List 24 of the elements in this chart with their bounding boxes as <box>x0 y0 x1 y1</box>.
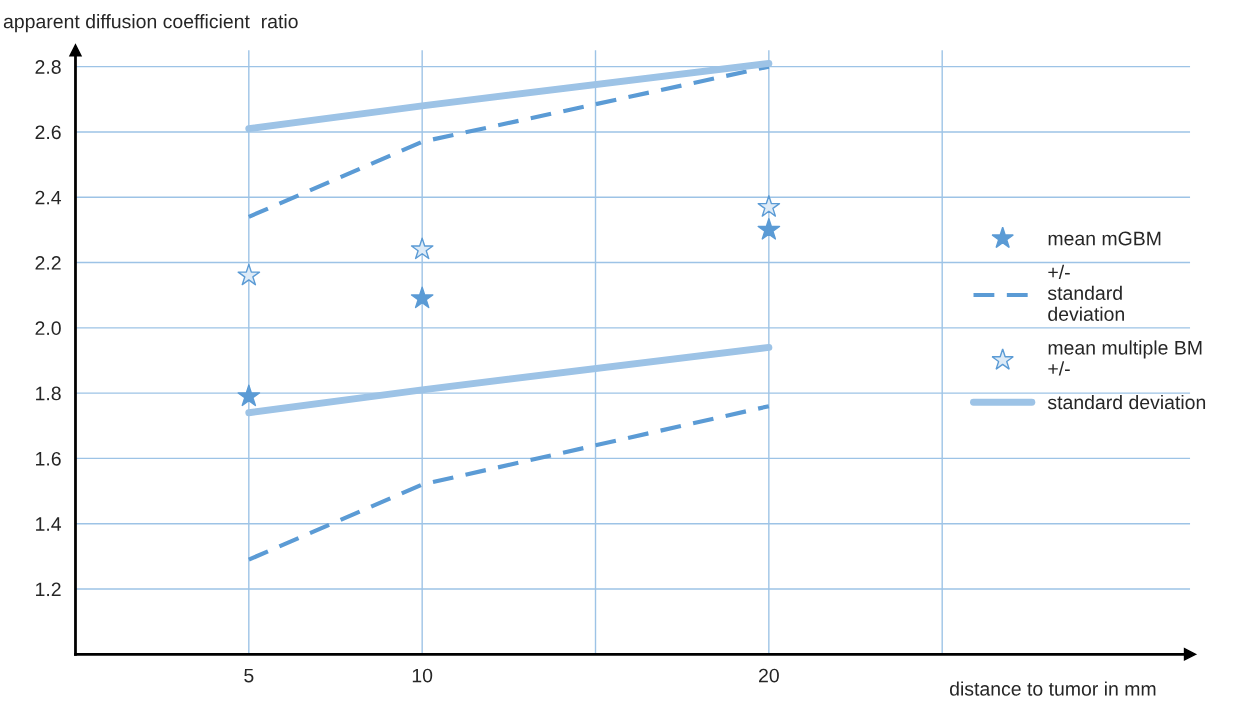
y-tick-label: 1.2 <box>36 582 61 597</box>
y-tick-label: 2.8 <box>35 60 61 74</box>
x-axis-title: distance to tumor in mm <box>949 681 1156 696</box>
point <box>410 237 434 260</box>
point <box>757 195 781 217</box>
point <box>237 384 261 407</box>
y-tick-label: 2.0 <box>35 321 61 336</box>
y-tick-label: 1.4 <box>36 517 62 531</box>
y-tick-label: 2.4 <box>35 190 62 205</box>
point <box>237 263 261 286</box>
y-tick-label: 1.6 <box>36 451 61 466</box>
legend-label: standard deviation <box>1047 394 1206 410</box>
x-tick-label: 5 <box>244 668 254 683</box>
x-tick-label: 10 <box>412 668 433 683</box>
legend-label: mean multiple BM +/- <box>1048 340 1202 376</box>
legend-label: mean mGBM <box>1048 231 1161 246</box>
y-axis-title: apparent diffusion coefficient ratio <box>3 14 298 33</box>
y-tick-label: 1.8 <box>36 386 61 401</box>
legend-label: +/- standard deviation <box>1047 264 1124 321</box>
y-tick-label: 2.2 <box>35 256 61 270</box>
point <box>757 217 781 240</box>
y-tick-label: 2.6 <box>35 125 61 140</box>
point <box>410 286 434 309</box>
x-tick-label: 20 <box>759 668 779 683</box>
